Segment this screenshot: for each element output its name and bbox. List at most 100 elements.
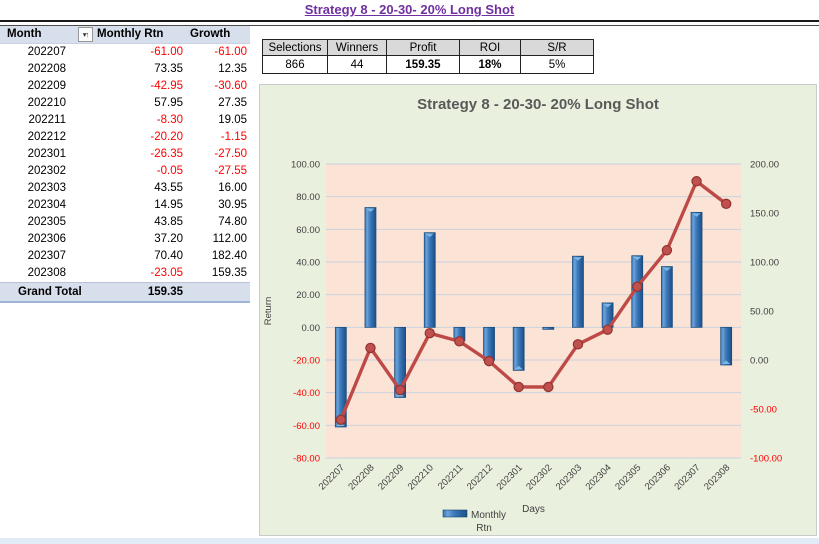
month-cell[interactable]: 202302	[27, 165, 66, 177]
growth-cell[interactable]: 19.05	[218, 114, 247, 126]
summary-header-profit[interactable]: Profit	[386, 39, 460, 56]
growth-cell[interactable]: -30.60	[214, 80, 247, 92]
monthly-rtn-cell[interactable]: 37.20	[154, 233, 183, 245]
bar-cap	[366, 208, 375, 213]
growth-cell[interactable]: 159.35	[211, 267, 247, 279]
bar-cap	[425, 233, 434, 238]
x-axis-label: 202301	[495, 462, 525, 492]
marker-202301[interactable]	[513, 381, 524, 393]
marker-202306[interactable]	[661, 245, 673, 256]
marker-202304[interactable]	[602, 324, 613, 335]
chart-area[interactable]: -80.00 -60.00 -40.00 -20.00 0.00 20.00 40.00 60…	[259, 84, 817, 536]
table-row: 202304 14.95 30.95	[0, 197, 250, 214]
month-cell[interactable]: 202208	[27, 63, 66, 75]
bar-202212[interactable]	[483, 326, 495, 361]
growth-line[interactable]	[339, 179, 728, 422]
monthly-rtn-cell[interactable]: 43.85	[154, 216, 183, 228]
month-cell[interactable]: 202301	[27, 148, 66, 160]
month-cell[interactable]: 202212	[27, 131, 66, 143]
monthly-rtn-cell[interactable]: -61.00	[150, 46, 183, 58]
secondary-axis-tick-label: 150.00	[750, 209, 779, 220]
summary-value-profit[interactable]: 159.35	[386, 55, 460, 74]
monthly-rtn-cell[interactable]: -8.30	[156, 114, 183, 126]
month-cell[interactable]: 202305	[27, 216, 66, 228]
summary-header-sr[interactable]: S/R	[520, 39, 594, 56]
marker-202302[interactable]	[543, 381, 554, 393]
marker-202308[interactable]	[720, 198, 732, 210]
marker-202207[interactable]	[335, 414, 347, 425]
bar-202303[interactable]	[572, 255, 584, 328]
bar-cap	[633, 256, 642, 261]
marker-202212[interactable]	[483, 355, 495, 367]
growth-cell[interactable]: 27.35	[218, 97, 247, 109]
bar-202307[interactable]	[690, 211, 703, 328]
month-cell[interactable]: 202211	[28, 114, 66, 126]
month-cell[interactable]: 202207	[27, 46, 66, 58]
month-cell[interactable]: 202209	[27, 80, 66, 92]
summary-header-roi[interactable]: ROI	[459, 39, 521, 56]
summary-value-winners[interactable]: 44	[327, 55, 387, 74]
table-row: 202209 -42.95 -30.60	[0, 78, 250, 95]
growth-cell[interactable]: -27.55	[214, 165, 247, 177]
x-axis-label: 202307	[672, 462, 702, 492]
month-cell[interactable]: 202307	[27, 250, 66, 262]
summary-header-selections[interactable]: Selections	[262, 39, 328, 56]
bar-202301[interactable]	[512, 326, 525, 371]
month-cell[interactable]: 202304	[27, 199, 66, 211]
primary-axis-tick-label: -20.00	[293, 356, 320, 367]
marker-202211[interactable]	[454, 336, 465, 347]
growth-cell[interactable]: 74.80	[218, 216, 247, 228]
growth-cell[interactable]: -61.00	[214, 46, 247, 58]
marker-202209[interactable]	[394, 384, 406, 396]
growth-cell[interactable]: -1.15	[220, 131, 247, 143]
grand-total-row[interactable]: Grand Total 159.35	[0, 282, 250, 303]
bar-202207[interactable]	[334, 326, 347, 428]
growth-cell[interactable]: 182.40	[211, 250, 247, 262]
summary-header-winners[interactable]: Winners	[327, 39, 387, 56]
sort-filter-icon: ▾↑	[82, 30, 89, 39]
summary-value-row: 866 44 159.35 18% 5%	[262, 55, 594, 74]
month-cell[interactable]: 202308	[27, 267, 66, 279]
marker-202307[interactable]	[691, 176, 702, 187]
bar-202302[interactable]	[542, 326, 555, 330]
bar-202308[interactable]	[720, 326, 733, 366]
monthly-rtn-cell[interactable]: 70.40	[154, 250, 183, 262]
table-row: 202301 -26.35 -27.50	[0, 146, 250, 163]
bar-202306[interactable]	[661, 266, 673, 328]
growth-cell[interactable]: -27.50	[214, 148, 247, 160]
legend-swatch-monthly-rtn[interactable]	[442, 509, 468, 518]
marker-202208[interactable]	[365, 342, 376, 354]
bar-202210[interactable]	[423, 232, 436, 328]
summary-value-sr[interactable]: 5%	[520, 55, 594, 74]
monthly-rtn-cell[interactable]: 57.95	[154, 97, 183, 109]
month-cell[interactable]: 202210	[27, 97, 66, 109]
bar-202208[interactable]	[364, 207, 377, 328]
monthly-rtn-cell[interactable]: -0.05	[156, 165, 183, 177]
monthly-rtn-cell[interactable]: -20.20	[150, 131, 183, 143]
table-row: 202308 -23.05 159.35	[0, 265, 250, 282]
summary-value-roi[interactable]: 18%	[459, 55, 521, 74]
table-row: 202307 70.40 182.40	[0, 248, 250, 265]
monthly-rtn-cell[interactable]: -42.95	[150, 80, 183, 92]
growth-cell[interactable]: 16.00	[218, 182, 247, 194]
growth-cell[interactable]: 12.35	[218, 63, 247, 75]
table-row: 202208 73.35 12.35	[0, 61, 250, 78]
marker-202305[interactable]	[632, 281, 643, 292]
monthly-rtn-cell[interactable]: -23.05	[150, 267, 183, 279]
monthly-rtn-cell[interactable]: 14.95	[154, 199, 183, 211]
month-cell[interactable]: 202306	[27, 233, 66, 245]
monthly-rtn-cell[interactable]: 43.55	[154, 182, 183, 194]
marker-202210[interactable]	[424, 327, 435, 339]
bar-202209[interactable]	[394, 326, 406, 398]
marker-202303[interactable]	[572, 339, 584, 350]
month-cell[interactable]: 202303	[27, 182, 66, 194]
monthly-rtn-cell[interactable]: -26.35	[150, 148, 183, 160]
monthly-rtn-cell[interactable]: 73.35	[154, 63, 183, 75]
growth-cell[interactable]: 112.00	[212, 233, 247, 245]
table-row: 202305 43.85 74.80	[0, 214, 250, 231]
month-filter-button[interactable]: ▾↑	[78, 27, 93, 42]
summary-value-selections[interactable]: 866	[262, 55, 328, 74]
growth-cell[interactable]: 30.95	[218, 199, 247, 211]
summary-table: Selections Winners Profit ROI S/R 866 44 159.3…	[262, 39, 594, 74]
table-row: 202212 -20.20 -1.15	[0, 129, 250, 146]
